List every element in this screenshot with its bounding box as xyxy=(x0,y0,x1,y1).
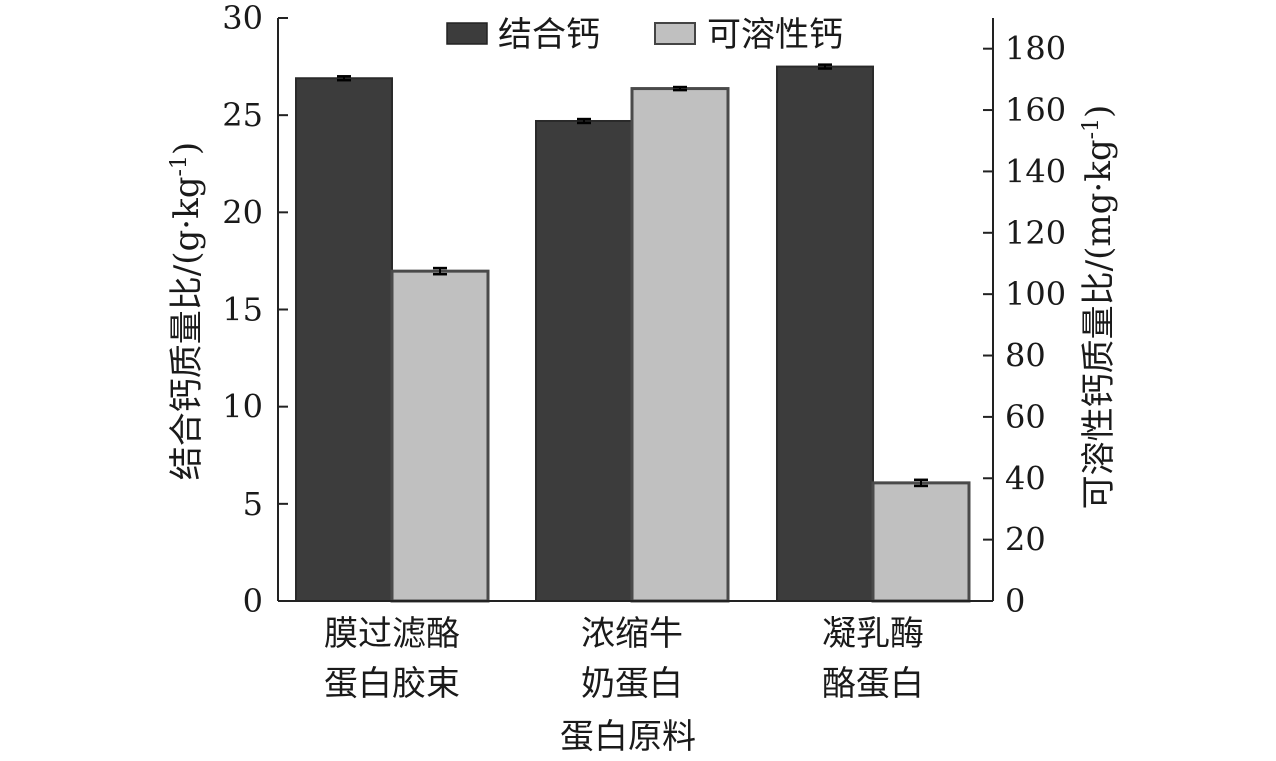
x-category-label-2-line-0: 凝乳酶 xyxy=(822,614,924,654)
y-right-title-unit: kg xyxy=(1079,139,1119,181)
y-left-title-unit: kg xyxy=(167,177,207,219)
bar-series-1-cat-0 xyxy=(390,269,490,603)
y-right-axis-title: 可溶性钙质量比/(mg·kg-1) xyxy=(1079,105,1119,510)
legend-swatch-series-0 xyxy=(446,22,488,45)
legend: 结合钙 可溶性钙 xyxy=(446,15,843,55)
y-left-tick-label-2: 10 xyxy=(222,388,263,426)
y-left-tick-label-3: 15 xyxy=(222,291,263,329)
x-category-label-0-line-1: 蛋白胶束 xyxy=(324,664,460,704)
y-left-tick-label-0: 0 xyxy=(243,582,263,620)
y-right-title-dot: · xyxy=(1079,182,1119,193)
y-right-tick-label-1: 20 xyxy=(1005,521,1046,559)
y-left-tick-label-1: 5 xyxy=(243,485,263,523)
x-category-label-1-line-1: 奶蛋白 xyxy=(581,664,683,704)
labels-group: 0 5 10 15 20 25 30 0 20 40 60 80 100 120 140 160 180 膜过滤酪… xyxy=(222,0,1066,704)
bar-series-0-cat-1 xyxy=(535,119,633,602)
bar-series-0-cat-2 xyxy=(776,65,874,603)
y-left-title-close: ) xyxy=(167,142,207,155)
y-left-axis-title: 结合钙质量比/(g·kg-1) xyxy=(167,142,207,480)
y-right-tick-label-2: 40 xyxy=(1005,459,1046,497)
y-right-tick-label-7: 140 xyxy=(1005,152,1066,190)
legend-swatch-series-1 xyxy=(654,22,696,45)
y-right-tick-label-6: 120 xyxy=(1005,214,1066,252)
y-right-title-exp: -1 xyxy=(1079,118,1104,139)
y-right-title-main: 可溶性钙质量比/(mg xyxy=(1079,193,1119,510)
bar-series-0-cat-0 xyxy=(295,77,393,602)
y-right-tick-label-4: 80 xyxy=(1005,337,1046,375)
bar-series-1-cat-2 xyxy=(871,481,971,603)
legend-label-series-0: 结合钙 xyxy=(498,15,600,55)
x-category-label-0-line-0: 膜过滤酪 xyxy=(324,614,460,654)
y-left-title-main: 结合钙质量比/(g xyxy=(167,230,207,480)
y-left-tick-label-5: 25 xyxy=(222,96,263,134)
x-category-label-2-line-1: 酪蛋白 xyxy=(822,664,924,704)
x-category-label-1-line-0: 浓缩牛 xyxy=(581,614,683,654)
y-right-tick-label-9: 180 xyxy=(1005,30,1066,68)
y-right-title-close: ) xyxy=(1079,105,1119,118)
bars-group xyxy=(295,63,971,603)
ticks-group xyxy=(278,17,993,602)
y-left-tick-label-4: 20 xyxy=(222,193,263,231)
y-right-tick-label-5: 100 xyxy=(1005,275,1066,313)
y-left-title-exp: -1 xyxy=(167,155,192,176)
y-right-tick-label-8: 160 xyxy=(1005,91,1066,129)
bar-series-1-cat-1 xyxy=(630,87,730,603)
y-left-tick-label-6: 30 xyxy=(222,0,263,37)
legend-label-series-1: 可溶性钙 xyxy=(707,15,843,55)
y-left-title-dot: · xyxy=(167,219,207,230)
x-axis-title: 蛋白原料 xyxy=(560,717,696,757)
y-right-tick-label-3: 60 xyxy=(1005,398,1046,436)
y-right-tick-label-0: 0 xyxy=(1005,582,1025,620)
